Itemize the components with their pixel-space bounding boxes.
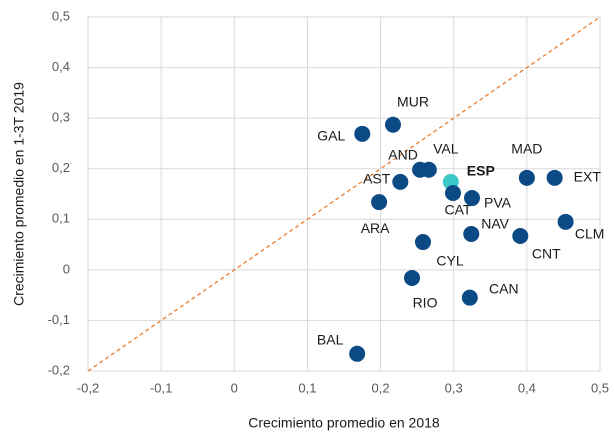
y-tick-label: 0,5 [52, 8, 70, 23]
point-label: AST [363, 171, 391, 187]
point [546, 169, 563, 186]
point [463, 225, 480, 242]
y-tick-label: -0,2 [48, 362, 70, 377]
point [404, 269, 421, 286]
x-tick-label: 0,3 [445, 380, 463, 395]
point [518, 169, 535, 186]
point-label: BAL [317, 332, 344, 348]
point [464, 190, 480, 207]
reference-line [87, 16, 601, 372]
x-tick-label: 0,2 [372, 380, 390, 395]
point-label: NAV [481, 216, 509, 232]
y-tick-label: 0,2 [52, 160, 70, 175]
point-label: AND [388, 146, 418, 162]
point-label: EXT [574, 169, 602, 185]
point [349, 345, 366, 362]
x-axis-title: Crecimiento promedio en 2018 [248, 415, 440, 431]
point [557, 213, 574, 230]
point [420, 161, 437, 178]
x-tick-label: -0,1 [150, 380, 172, 395]
point-label: MAD [511, 141, 542, 157]
point-label: ARA [361, 220, 390, 236]
point-label: PVA [484, 195, 512, 211]
point-label: GAL [317, 128, 345, 144]
point [371, 194, 388, 211]
y-tick-label: -0,1 [48, 312, 70, 327]
point-label: CYL [436, 253, 463, 269]
x-tick-label: 0,1 [298, 380, 316, 395]
point-label: RIO [413, 295, 438, 311]
x-tick-label: 0,4 [518, 380, 536, 395]
point [414, 234, 431, 251]
y-tick-label: 0,3 [52, 110, 70, 125]
x-tick-label: 0,5 [591, 380, 609, 395]
x-tick-label: -0,2 [77, 380, 99, 395]
point-label: VAL [433, 140, 459, 156]
point [354, 125, 371, 142]
point [444, 184, 461, 201]
point-label: CLM [575, 226, 605, 242]
point [392, 173, 409, 190]
y-tick-label: 0 [63, 261, 70, 276]
point [512, 227, 529, 244]
point-label: CAT [444, 202, 471, 218]
y-tick-label: 0,4 [52, 59, 70, 74]
point-label: CAN [489, 280, 519, 296]
point-label: CNT [532, 246, 561, 262]
point [385, 116, 402, 133]
x-tick-label: 0 [231, 380, 238, 395]
point [461, 289, 478, 306]
point-label: MUR [397, 93, 429, 109]
y-axis-title: Crecimiento promedio en 1-3T 2019 [11, 82, 27, 306]
y-tick-label: 0,1 [52, 211, 70, 226]
point-label: ESP [467, 163, 495, 179]
